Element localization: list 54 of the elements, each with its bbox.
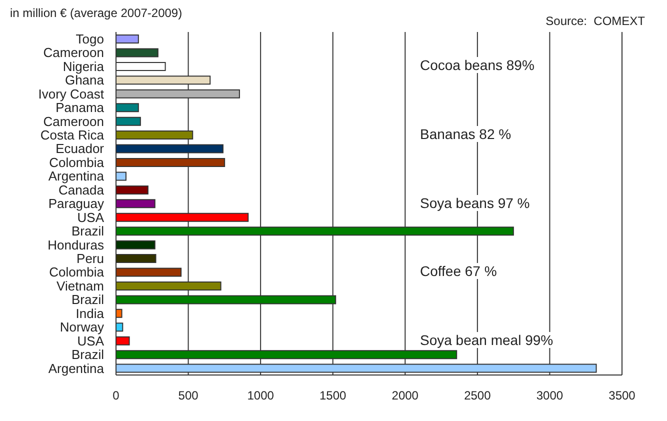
y-tick-label: Argentina [48,168,105,184]
annotation: Soya beans 97 % [418,194,532,210]
y-tick-label: Colombia [49,154,105,170]
y-tick-label: USA [77,210,104,225]
y-tick-label: India [76,306,105,321]
source-note: Source: COMEXT [546,14,645,28]
y-tick-label: Norway [60,320,104,335]
y-tick-label: Cameroon [43,45,104,60]
y-tick-label: Ecuador [56,141,105,156]
bar [116,308,122,318]
bar [116,268,182,277]
y-tick-label: Vietnam [56,278,104,294]
y-tick-label: Brazil [71,224,104,239]
x-tick-label: 1000 [247,388,274,403]
x-tick-label: 3500 [608,388,636,403]
x-tick-label: 1500 [320,388,347,403]
y-tick-label: Honduras [48,237,104,252]
annotation: Coffee 67 % [418,263,499,280]
annotation: Soya bean meal 99% [418,332,556,348]
y-tick-label: Argentina [48,360,105,376]
bar [116,336,130,346]
bar [116,34,139,44]
y-tick-label: Nigeria [62,58,105,74]
y-tick-label: Cameroon [43,114,104,129]
y-tick-label: Canada [58,182,105,198]
y-tick-label: Brazil [71,292,104,308]
annotation: Cocoa beans 89% [418,57,536,74]
bar [116,254,156,264]
x-tick-label: 3000 [536,388,564,403]
y-tick-label: Paraguay [48,196,104,212]
y-tick-label: Colombia [49,264,105,280]
bar [116,116,141,126]
bar [116,322,124,332]
y-tick-label: Panama [56,100,105,116]
y-tick-label: Costa Rica [40,128,105,143]
y-tick-label: USA [77,333,104,348]
bar [116,62,166,71]
bar [116,48,158,58]
x-tick-label: 2000 [392,388,419,403]
bar [116,240,156,250]
x-tick-label: 2500 [464,388,492,403]
bar [116,199,156,208]
chart-title: in million € (average 2007-2009) [10,6,182,20]
bar [116,103,139,112]
bar [116,185,148,194]
x-tick-label: 0 [112,388,120,403]
x-tick-label: 500 [178,388,199,403]
y-tick-label: Ghana [64,72,105,88]
bar [116,172,126,181]
annotation: Bananas 82 % [418,126,514,142]
y-tick-label: Brazil [71,347,104,362]
y-tick-label: Ivory Coast [38,86,104,102]
y-tick-label: Peru [76,250,104,266]
y-tick-label: Togo [76,31,104,46]
